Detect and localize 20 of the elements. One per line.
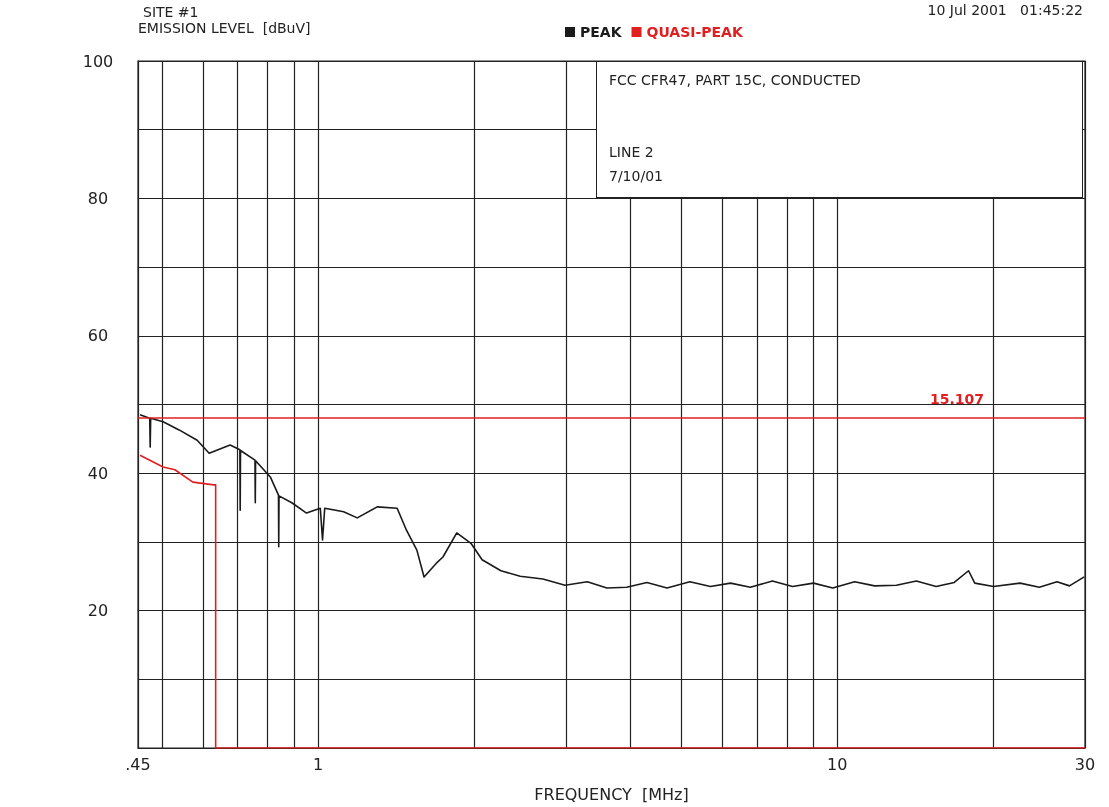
text: 10 Jul 2001 01:45:22 [927, 2, 1084, 18]
y-axis-title: EMISSION LEVEL [dBuV] [138, 20, 311, 36]
x-axis-title: FREQUENCY [MHz] [534, 784, 689, 804]
annotation: 7/10/01 [609, 168, 663, 184]
x-tick-label: 1 [312, 754, 324, 774]
legend-label: PEAK [580, 24, 623, 40]
y-tick-label: 40 [87, 463, 109, 483]
chart-title: SITE #1 [143, 4, 199, 20]
y-tick-label: 80 [87, 188, 109, 208]
annotation: FCC CFR47, PART 15C, CONDUCTED [609, 72, 861, 88]
annotation: LINE 2 [609, 144, 654, 160]
x-tick-label: 30 [1074, 754, 1096, 774]
y-tick-label: 100 [82, 51, 114, 71]
y-tick-label: 20 [87, 601, 109, 621]
legend-label: QUASI-PEAK [646, 24, 744, 40]
y-tick-label: 60 [87, 326, 109, 346]
note-box: FCC CFR47, PART 15C, CONDUCTED LINE 2 7/10/01 [596, 61, 1083, 198]
x-tick-label: .45 [125, 754, 151, 774]
x-tick-label: 10 [827, 754, 848, 774]
annotation: 15.107 [929, 391, 984, 408]
